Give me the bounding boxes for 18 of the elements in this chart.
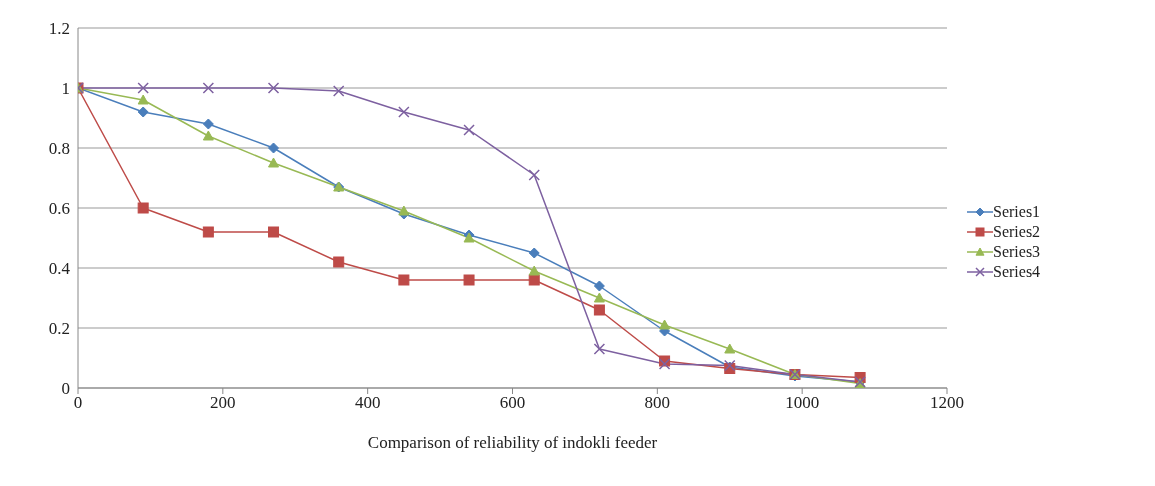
y-tick-label: 0.8 bbox=[48, 139, 70, 159]
y-tick-label: 1.2 bbox=[48, 19, 70, 39]
legend-label: Series3 bbox=[993, 243, 1041, 261]
y-tick-label: 0.4 bbox=[48, 259, 71, 279]
y-tick-label: 1 bbox=[61, 79, 70, 99]
y-tick-label: 0.2 bbox=[48, 319, 70, 339]
legend-label: Series1 bbox=[993, 203, 1041, 221]
y-tick-label: 0 bbox=[61, 379, 70, 399]
x-tick-label: 400 bbox=[354, 393, 381, 413]
legend-label: Series4 bbox=[993, 263, 1041, 281]
x-tick-label: 200 bbox=[210, 393, 236, 413]
x-tick-label: 600 bbox=[499, 393, 526, 413]
x-tick-label: 1000 bbox=[785, 393, 820, 413]
x-tick-label: 800 bbox=[644, 393, 671, 413]
legend-label: Series2 bbox=[993, 223, 1041, 241]
y-tick-label: 0.6 bbox=[48, 199, 70, 219]
x-tick-label: 1200 bbox=[930, 393, 964, 413]
x-axis-title: Comparison of reliability of indokli feeder bbox=[367, 433, 658, 452]
